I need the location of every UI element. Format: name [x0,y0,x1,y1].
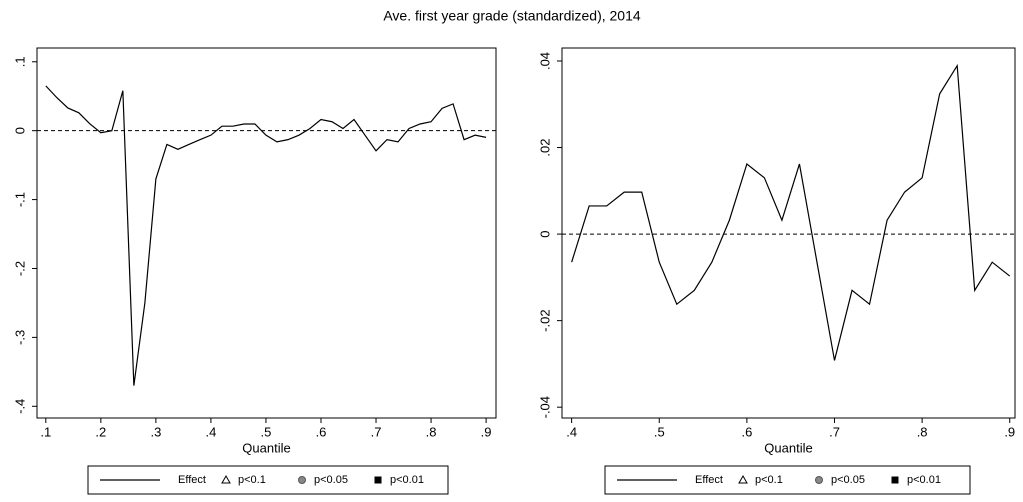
x-tick-label: .2 [95,424,106,439]
y-tick-label: -.04 [537,396,552,418]
legend-label: p<0.01 [907,474,941,486]
y-tick-label: -.1 [12,192,27,207]
x-tick-label: .9 [481,424,492,439]
legend-marker [221,474,231,484]
x-tick-label: .6 [741,424,752,439]
legend-label: p<0.05 [831,474,865,486]
x-tick-label: .6 [316,424,327,439]
x-tick-label: .7 [371,424,382,439]
legend-label: p<0.01 [390,474,424,486]
plot-frame [561,47,1016,419]
x-axis-label: Quantile [764,440,812,455]
legend-label: p<0.1 [755,474,783,486]
y-tick-label: .1 [12,56,27,67]
x-tick-label: .4 [566,424,577,439]
y-tick-label: -.4 [12,399,27,414]
x-axis-label: Quantile [242,440,290,455]
x-tick-label: .5 [654,424,665,439]
plot-frame [36,47,497,419]
y-tick-label: .02 [537,138,552,156]
y-tick-label: -.02 [537,309,552,331]
legend-marker [738,474,748,484]
y-tick-label: .04 [537,52,552,70]
x-tick-label: .1 [40,424,51,439]
y-tick-label: -.2 [12,261,27,276]
x-tick-label: .8 [917,424,928,439]
x-tick-label: .7 [829,424,840,439]
legend-label: Effect [695,474,723,486]
chart-title: Ave. first year grade (standardized), 20… [383,8,641,24]
series-line [571,63,1011,361]
legend-marker [298,476,306,484]
legend-marker [891,476,899,484]
legend-label: Effect [178,474,206,486]
x-tick-label: .9 [1004,424,1015,439]
x-tick-label: .5 [261,424,272,439]
legend-marker [374,476,382,484]
legend-marker [815,476,823,484]
x-tick-label: .3 [150,424,161,439]
y-tick-label: 0 [12,127,27,134]
series-line [45,85,487,386]
y-tick-label: -.3 [12,330,27,345]
x-tick-label: .4 [205,424,216,439]
legend-label: p<0.05 [314,474,348,486]
x-tick-label: .8 [426,424,437,439]
y-tick-label: 0 [537,230,552,237]
legend-label: p<0.1 [238,474,266,486]
